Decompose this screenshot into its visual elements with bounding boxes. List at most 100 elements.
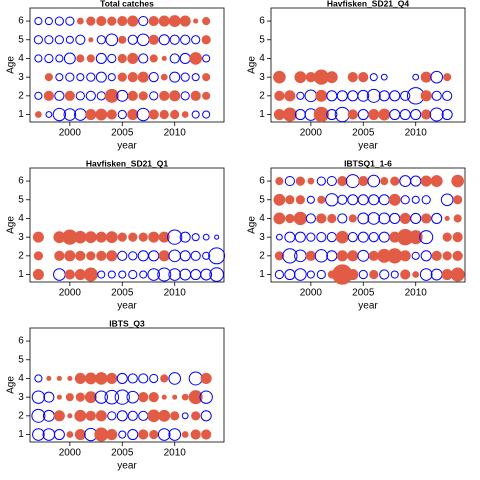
- bubble: [75, 91, 85, 101]
- bubble: [348, 214, 357, 223]
- bubble: [147, 409, 161, 423]
- x-tick-label: 2010: [405, 288, 428, 299]
- y-tick-label: 4: [18, 373, 24, 384]
- y-tick-label: 3: [18, 392, 24, 403]
- bubble: [179, 268, 192, 281]
- bubble: [284, 268, 296, 281]
- bubble: [95, 52, 107, 64]
- bubble: [430, 70, 444, 84]
- bubble: [189, 52, 203, 65]
- y-tick-label: 6: [259, 176, 265, 187]
- bubble: [136, 107, 150, 122]
- bubble: [167, 229, 183, 245]
- bubble: [85, 410, 96, 421]
- y-tick-label: 3: [18, 232, 24, 243]
- bubble: [127, 428, 139, 441]
- y-tick-label: 6: [18, 16, 24, 27]
- bubble: [200, 268, 213, 281]
- bubble: [138, 15, 149, 27]
- bubble: [451, 174, 464, 188]
- bubble: [159, 90, 170, 101]
- bubble: [431, 250, 442, 261]
- bubble: [158, 15, 170, 27]
- bubble: [83, 267, 98, 282]
- bubble: [326, 250, 338, 262]
- bubble: [168, 15, 181, 28]
- bubble: [191, 110, 200, 119]
- bubble: [74, 372, 86, 384]
- bubble: [127, 34, 138, 45]
- bubble: [421, 109, 432, 120]
- y-tick-label: 1: [18, 429, 24, 440]
- bubble: [347, 90, 359, 102]
- bubble: [285, 195, 295, 205]
- x-axis-label: year: [358, 141, 378, 152]
- bubble: [347, 268, 359, 281]
- bubble: [453, 214, 462, 223]
- bubble: [305, 250, 316, 261]
- bubble: [295, 195, 305, 205]
- y-tick-label: 5: [259, 194, 265, 205]
- x-tick-label: 2000: [300, 128, 323, 139]
- panel-title: Total catches: [100, 0, 154, 8]
- bubble: [294, 268, 307, 281]
- plot-frame: [29, 167, 225, 283]
- bubble: [136, 33, 150, 47]
- bubble: [452, 232, 463, 243]
- bubble: [400, 195, 410, 205]
- bubble: [53, 428, 65, 441]
- bubble: [160, 374, 169, 383]
- bubble: [74, 409, 87, 422]
- y-axis-label: Age: [6, 56, 17, 74]
- bubble: [180, 91, 190, 101]
- bubble: [345, 174, 360, 189]
- bubble: [33, 251, 44, 261]
- bubble: [55, 73, 64, 82]
- bubble: [306, 195, 315, 204]
- bubble: [357, 231, 369, 243]
- bubble: [137, 250, 149, 262]
- bubble: [181, 393, 189, 401]
- bubble: [389, 108, 401, 121]
- bubble: [282, 107, 297, 122]
- bubble: [390, 270, 399, 279]
- bubble: [34, 111, 42, 118]
- bubble: [440, 193, 454, 207]
- bubble: [169, 90, 181, 102]
- bubble: [316, 213, 327, 224]
- bubble: [399, 250, 411, 262]
- bubble: [66, 431, 74, 438]
- panel-title: Havfisken_SD21_Q1: [86, 158, 168, 168]
- plot-frame: [270, 167, 466, 283]
- bubble: [96, 35, 106, 45]
- bubble: [161, 394, 167, 400]
- bubble: [172, 394, 178, 400]
- bubble: [117, 109, 127, 120]
- bubble: [202, 91, 211, 100]
- bubble: [106, 428, 118, 441]
- bubble: [127, 108, 139, 121]
- bubble: [191, 73, 200, 82]
- bubble: [127, 52, 139, 64]
- bubble: [180, 72, 190, 82]
- bubble: [114, 389, 130, 405]
- bubble: [158, 34, 170, 46]
- bubble: [127, 15, 139, 27]
- bubble: [369, 269, 379, 280]
- x-tick-label: 2010: [405, 128, 428, 139]
- bubble: [420, 90, 432, 102]
- bubble: [202, 17, 211, 26]
- bubble: [148, 15, 159, 27]
- bubble: [94, 390, 108, 404]
- y-tick-label: 6: [18, 336, 24, 347]
- bubble: [429, 107, 444, 122]
- bubble: [453, 195, 463, 205]
- y-tick-label: 1: [259, 269, 265, 280]
- bubble: [400, 90, 411, 101]
- bubble: [419, 268, 433, 281]
- bubble: [378, 194, 390, 206]
- bubble: [410, 108, 422, 121]
- bubble: [127, 72, 138, 83]
- bubble: [325, 71, 338, 84]
- bubble: [96, 250, 107, 261]
